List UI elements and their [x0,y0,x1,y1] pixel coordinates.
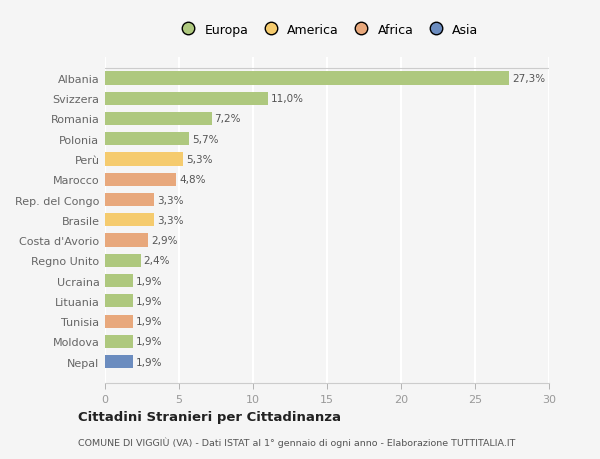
Bar [105,194,154,207]
Text: 4,8%: 4,8% [179,175,205,185]
Bar [105,295,133,308]
Text: 5,3%: 5,3% [187,155,213,165]
Text: 11,0%: 11,0% [271,94,304,104]
Bar [105,174,176,186]
Bar [105,72,509,85]
Text: 5,7%: 5,7% [193,134,219,145]
Bar [105,133,190,146]
Bar [105,234,148,247]
Bar [105,355,133,369]
Bar [105,92,268,106]
Text: 1,9%: 1,9% [136,316,163,326]
Legend: Europa, America, Africa, Asia: Europa, America, Africa, Asia [173,21,481,39]
Bar [105,112,212,126]
Text: COMUNE DI VIGGIÙ (VA) - Dati ISTAT al 1° gennaio di ogni anno - Elaborazione TUT: COMUNE DI VIGGIÙ (VA) - Dati ISTAT al 1°… [78,437,515,447]
Text: 1,9%: 1,9% [136,336,163,347]
Text: 2,4%: 2,4% [143,256,170,266]
Text: 7,2%: 7,2% [215,114,241,124]
Text: 3,3%: 3,3% [157,215,184,225]
Text: 27,3%: 27,3% [512,74,545,84]
Text: 1,9%: 1,9% [136,357,163,367]
Bar [105,335,133,348]
Bar [105,274,133,287]
Text: 1,9%: 1,9% [136,296,163,306]
Text: 2,9%: 2,9% [151,235,178,246]
Bar [105,214,154,227]
Bar [105,254,140,267]
Bar [105,153,184,166]
Text: 3,3%: 3,3% [157,195,184,205]
Text: 1,9%: 1,9% [136,276,163,286]
Bar [105,315,133,328]
Text: Cittadini Stranieri per Cittadinanza: Cittadini Stranieri per Cittadinanza [78,410,341,423]
